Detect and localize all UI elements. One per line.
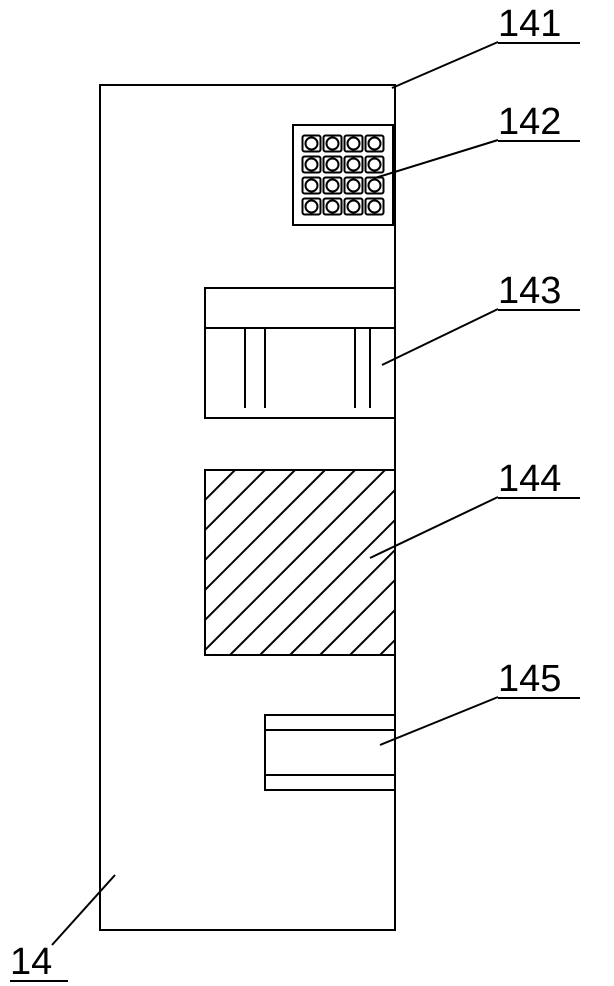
label-142: 142 — [498, 103, 561, 141]
label-141: 141 — [498, 5, 561, 43]
label-145: 145 — [498, 660, 561, 698]
label-143: 143 — [498, 272, 561, 310]
label-14: 14 — [10, 943, 52, 981]
label-144: 144 — [498, 460, 561, 498]
diagram-canvas: 141 142 143 144 145 14 — [0, 0, 614, 986]
